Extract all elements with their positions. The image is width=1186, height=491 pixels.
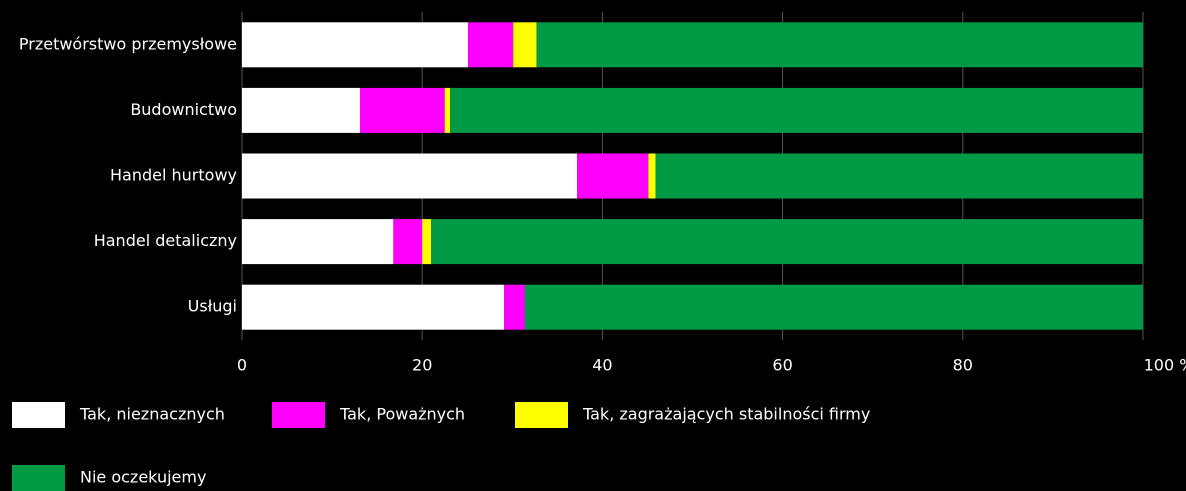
bar: [242, 284, 505, 330]
bar: [468, 22, 514, 68]
legend-label: Tak, zagrażających stabilności firmy: [582, 405, 870, 424]
x-tick-label: 20: [412, 356, 432, 375]
x-tick-label: 60: [772, 356, 792, 375]
bar: [450, 87, 1144, 133]
bar: [655, 153, 1143, 199]
y-tick-label: Przetwórstwo przemysłowe: [19, 34, 237, 53]
x-tick-label: 100 %: [1144, 356, 1186, 375]
bar: [360, 87, 445, 133]
bar: [242, 219, 394, 265]
legend-swatch: [12, 465, 65, 491]
bar: [393, 219, 423, 265]
bar: [524, 284, 1143, 330]
legend-label: Tak, nieznacznych: [79, 405, 225, 424]
bar: [431, 219, 1144, 265]
x-tick-label: 0: [237, 356, 247, 375]
legend-label: Tak, Poważnych: [339, 405, 465, 424]
bar: [513, 22, 537, 68]
y-tick-label: Usługi: [188, 297, 237, 316]
bar: [242, 22, 469, 68]
bar: [422, 219, 432, 265]
legend-swatch: [12, 402, 65, 428]
bar: [242, 153, 578, 199]
y-tick-label: Handel detaliczny: [94, 231, 237, 250]
legend-swatch: [272, 402, 325, 428]
bar: [577, 153, 649, 199]
bar: [648, 153, 656, 199]
bar: [504, 284, 525, 330]
legend-label: Nie oczekujemy: [80, 468, 206, 487]
y-tick-label: Budownictwo: [130, 100, 237, 119]
x-tick-label: 40: [592, 356, 612, 375]
bar: [242, 87, 361, 133]
legend-swatch: [515, 402, 568, 428]
x-tick-label: 80: [953, 356, 973, 375]
y-tick-label: Handel hurtowy: [110, 166, 237, 185]
bar: [444, 87, 451, 133]
bar: [536, 22, 1143, 68]
